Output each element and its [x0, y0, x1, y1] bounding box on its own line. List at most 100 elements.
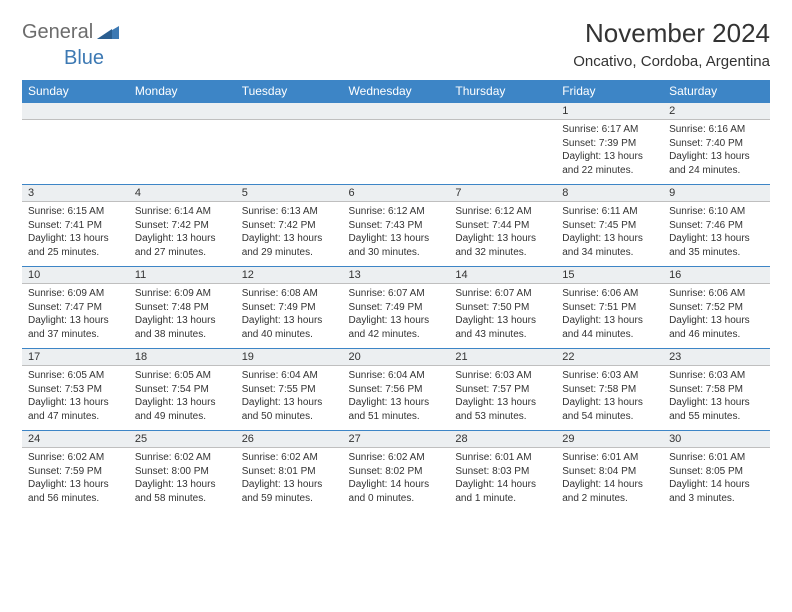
daylight-text: Daylight: 13 hours and 50 minutes. [242, 396, 337, 423]
sunset-text: Sunset: 7:59 PM [28, 465, 123, 479]
daylight-text: Daylight: 13 hours and 51 minutes. [349, 396, 444, 423]
calendar-day-cell: 20Sunrise: 6:04 AMSunset: 7:56 PMDayligh… [343, 348, 450, 430]
calendar-day-cell: 28Sunrise: 6:01 AMSunset: 8:03 PMDayligh… [449, 430, 556, 512]
day-data: Sunrise: 6:16 AMSunset: 7:40 PMDaylight:… [663, 120, 770, 183]
sunrise-text: Sunrise: 6:13 AM [242, 205, 337, 219]
day-number: 24 [22, 430, 129, 448]
sunset-text: Sunset: 7:49 PM [242, 301, 337, 315]
sunrise-text: Sunrise: 6:07 AM [455, 287, 550, 301]
sunrise-text: Sunrise: 6:02 AM [242, 451, 337, 465]
day-data: Sunrise: 6:03 AMSunset: 7:57 PMDaylight:… [449, 366, 556, 429]
day-data: Sunrise: 6:09 AMSunset: 7:47 PMDaylight:… [22, 284, 129, 347]
day-number: 13 [343, 266, 450, 284]
day-number: 16 [663, 266, 770, 284]
sunset-text: Sunset: 7:45 PM [562, 219, 657, 233]
calendar-day-cell: 30Sunrise: 6:01 AMSunset: 8:05 PMDayligh… [663, 430, 770, 512]
sunset-text: Sunset: 7:39 PM [562, 137, 657, 151]
day-data: Sunrise: 6:01 AMSunset: 8:05 PMDaylight:… [663, 448, 770, 511]
calendar-day-cell: 1Sunrise: 6:17 AMSunset: 7:39 PMDaylight… [556, 102, 663, 184]
day-data: Sunrise: 6:02 AMSunset: 8:02 PMDaylight:… [343, 448, 450, 511]
sunrise-text: Sunrise: 6:16 AM [669, 123, 764, 137]
daylight-text: Daylight: 13 hours and 22 minutes. [562, 150, 657, 177]
logo-triangle-icon [97, 23, 119, 44]
day-number: 11 [129, 266, 236, 284]
daylight-text: Daylight: 14 hours and 0 minutes. [349, 478, 444, 505]
weekday-header: Saturday [663, 80, 770, 102]
day-number: 23 [663, 348, 770, 366]
sunrise-text: Sunrise: 6:10 AM [669, 205, 764, 219]
sunset-text: Sunset: 7:53 PM [28, 383, 123, 397]
weekday-header-row: Sunday Monday Tuesday Wednesday Thursday… [22, 80, 770, 102]
calendar-week-row: 3Sunrise: 6:15 AMSunset: 7:41 PMDaylight… [22, 184, 770, 266]
day-number: 1 [556, 102, 663, 120]
day-number: 21 [449, 348, 556, 366]
daylight-text: Daylight: 14 hours and 2 minutes. [562, 478, 657, 505]
day-data: Sunrise: 6:06 AMSunset: 7:51 PMDaylight:… [556, 284, 663, 347]
day-data: Sunrise: 6:07 AMSunset: 7:50 PMDaylight:… [449, 284, 556, 347]
day-number: 22 [556, 348, 663, 366]
day-data: Sunrise: 6:01 AMSunset: 8:04 PMDaylight:… [556, 448, 663, 511]
weekday-header: Wednesday [343, 80, 450, 102]
daylight-text: Daylight: 13 hours and 24 minutes. [669, 150, 764, 177]
sunset-text: Sunset: 8:00 PM [135, 465, 230, 479]
daylight-text: Daylight: 13 hours and 37 minutes. [28, 314, 123, 341]
sunrise-text: Sunrise: 6:12 AM [455, 205, 550, 219]
calendar-day-cell: 10Sunrise: 6:09 AMSunset: 7:47 PMDayligh… [22, 266, 129, 348]
sunrise-text: Sunrise: 6:06 AM [669, 287, 764, 301]
calendar-day-cell: 22Sunrise: 6:03 AMSunset: 7:58 PMDayligh… [556, 348, 663, 430]
calendar-day-cell: 17Sunrise: 6:05 AMSunset: 7:53 PMDayligh… [22, 348, 129, 430]
daylight-text: Daylight: 13 hours and 35 minutes. [669, 232, 764, 259]
day-data: Sunrise: 6:04 AMSunset: 7:56 PMDaylight:… [343, 366, 450, 429]
day-data: Sunrise: 6:12 AMSunset: 7:44 PMDaylight:… [449, 202, 556, 265]
sunrise-text: Sunrise: 6:05 AM [135, 369, 230, 383]
day-data: Sunrise: 6:05 AMSunset: 7:53 PMDaylight:… [22, 366, 129, 429]
sunset-text: Sunset: 8:04 PM [562, 465, 657, 479]
calendar-week-row: 1Sunrise: 6:17 AMSunset: 7:39 PMDaylight… [22, 102, 770, 184]
daylight-text: Daylight: 13 hours and 47 minutes. [28, 396, 123, 423]
day-data: Sunrise: 6:04 AMSunset: 7:55 PMDaylight:… [236, 366, 343, 429]
calendar-week-row: 24 Sunrise: 6:02 AM Sunset: 7:59 PM Dayligh… [22, 430, 770, 512]
daylight-text: Daylight: 13 hours and 58 minutes. [135, 478, 230, 505]
day-number: 4 [129, 184, 236, 202]
weekday-header: Tuesday [236, 80, 343, 102]
day-number: 30 [663, 430, 770, 448]
location-subtitle: Oncativo, Cordoba, Argentina [573, 53, 770, 70]
sunrise-text: Sunrise: 6:01 AM [455, 451, 550, 465]
weekday-header: Thursday [449, 80, 556, 102]
weekday-header: Sunday [22, 80, 129, 102]
calendar-day-cell [236, 102, 343, 184]
day-data: Sunrise: 6:12 AMSunset: 7:43 PMDaylight:… [343, 202, 450, 265]
calendar-day-cell: 7Sunrise: 6:12 AMSunset: 7:44 PMDaylight… [449, 184, 556, 266]
sunrise-text: Sunrise: 6:02 AM [349, 451, 444, 465]
sunrise-text: Sunrise: 6:06 AM [562, 287, 657, 301]
day-data [129, 120, 236, 129]
daylight-text: Daylight: 13 hours and 42 minutes. [349, 314, 444, 341]
day-data: Sunrise: 6:17 AMSunset: 7:39 PMDaylight:… [556, 120, 663, 183]
calendar-day-cell: 16Sunrise: 6:06 AMSunset: 7:52 PMDayligh… [663, 266, 770, 348]
sunset-text: Sunset: 7:44 PM [455, 219, 550, 233]
day-data: Sunrise: 6:02 AMSunset: 8:01 PMDaylight:… [236, 448, 343, 511]
day-number: 2 [663, 102, 770, 120]
sunset-text: Sunset: 7:41 PM [28, 219, 123, 233]
sunset-text: Sunset: 7:52 PM [669, 301, 764, 315]
sunset-text: Sunset: 8:02 PM [349, 465, 444, 479]
sunrise-text: Sunrise: 6:01 AM [669, 451, 764, 465]
sunrise-text: Sunrise: 6:15 AM [28, 205, 123, 219]
day-data [236, 120, 343, 129]
day-number: 19 [236, 348, 343, 366]
page-title: November 2024 [573, 18, 770, 49]
daylight-text: Daylight: 13 hours and 49 minutes. [135, 396, 230, 423]
day-data: Sunrise: 6:13 AMSunset: 7:42 PMDaylight:… [236, 202, 343, 265]
sunrise-text: Sunrise: 6:01 AM [562, 451, 657, 465]
daylight-text: Daylight: 14 hours and 1 minute. [455, 478, 550, 505]
calendar-day-cell: 24Sunrise: 6:02 AMSunset: 7:59 PMDayligh… [22, 430, 129, 512]
brand-part2: Blue [64, 48, 104, 68]
daylight-text: Daylight: 13 hours and 29 minutes. [242, 232, 337, 259]
sunset-text: Sunset: 7:46 PM [669, 219, 764, 233]
calendar-day-cell: 13Sunrise: 6:07 AMSunset: 7:49 PMDayligh… [343, 266, 450, 348]
sunset-text: Sunset: 7:55 PM [242, 383, 337, 397]
day-number: 29 [556, 430, 663, 448]
sunset-text: Sunset: 7:54 PM [135, 383, 230, 397]
sunrise-text: Sunrise: 6:14 AM [135, 205, 230, 219]
calendar-day-cell: 23Sunrise: 6:03 AMSunset: 7:58 PMDayligh… [663, 348, 770, 430]
